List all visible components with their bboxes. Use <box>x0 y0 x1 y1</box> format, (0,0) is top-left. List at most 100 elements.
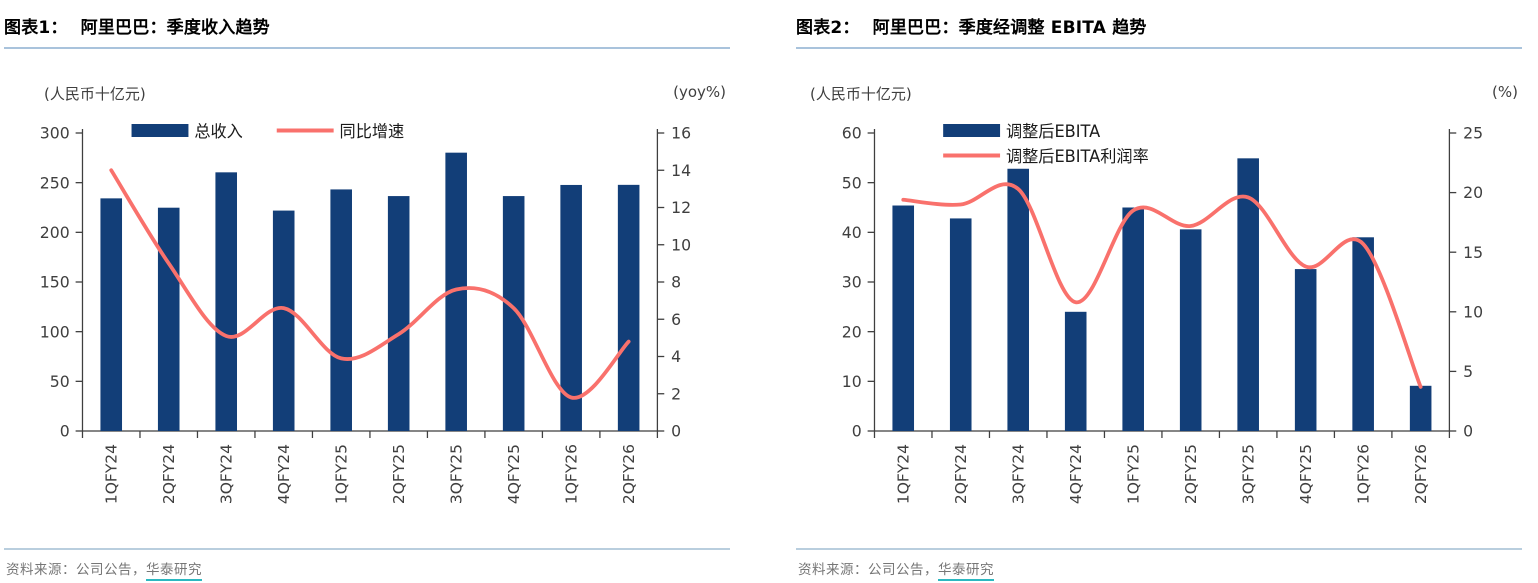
bar <box>1179 229 1202 431</box>
bar <box>502 196 525 431</box>
figure-2-right-axis-unit: (%) <box>1492 83 1518 101</box>
bar <box>330 189 352 431</box>
figure-1-title: 图表1： 阿里巴巴：季度收入趋势 <box>4 8 730 38</box>
x-axis-category-label: 1QFY24 <box>895 444 913 504</box>
left-axis-tick-label: 60 <box>842 123 862 142</box>
right-axis-tick-label: 10 <box>671 235 691 254</box>
revenue-bar-line-chart: 0 50 100 150 200 250 300 0 2 4 6 8 10 12 14 16 1QFY24 2QF… <box>40 122 691 504</box>
figure-1-left-axis-unit: (人民币十亿元) <box>44 85 146 103</box>
bar <box>949 218 972 431</box>
bar <box>1294 269 1317 431</box>
right-axis-tick-label: 8 <box>671 272 681 291</box>
x-axis-category-label: 2QFY24 <box>952 444 970 504</box>
figure-1-source-text: 资料来源：公司公告， <box>6 562 146 578</box>
left-axis-tick-label: 40 <box>842 223 862 242</box>
legend-label: 调整后EBITA利润率 <box>1006 147 1149 166</box>
right-axis-tick-label: 6 <box>671 310 681 329</box>
right-axis-tick-label: 25 <box>1463 123 1483 142</box>
legend-bar-swatch <box>131 124 189 137</box>
right-axis-tick-label: 0 <box>1463 421 1473 440</box>
bar <box>1352 237 1374 431</box>
x-axis-category-label: 3QFY24 <box>1010 444 1028 504</box>
left-axis-tick-label: 150 <box>40 272 70 291</box>
right-axis-tick-label: 2 <box>671 384 681 403</box>
x-axis-category-label: 2QFY26 <box>620 444 638 504</box>
figure-1-right-axis-unit: (yoy%) <box>673 83 726 101</box>
bar <box>617 184 640 431</box>
bar <box>445 152 467 431</box>
figure-2-source-text: 资料来源：公司公告， <box>798 562 938 578</box>
bar <box>1007 168 1030 431</box>
figure-2-left-axis-unit: (人民币十亿元) <box>810 85 912 103</box>
right-axis-tick-label: 20 <box>1463 183 1483 202</box>
right-axis-tick-label: 4 <box>671 347 681 366</box>
bar <box>1122 207 1144 431</box>
bar <box>1409 385 1432 431</box>
right-axis-tick-label: 16 <box>671 123 691 142</box>
x-axis-category-label: 4QFY25 <box>505 444 523 504</box>
figure-1-label: 图表1： <box>4 18 68 38</box>
right-axis-tick-label: 15 <box>1463 243 1483 262</box>
left-axis-tick-label: 0 <box>60 421 70 440</box>
bar <box>1237 158 1259 431</box>
x-axis-category-label: 2QFY26 <box>1412 444 1430 504</box>
figure-1-axis-units: (人民币十亿元) (yoy%) <box>4 83 730 104</box>
figure-2-axis-units: (人民币十亿元) (%) <box>796 83 1522 104</box>
figure-1-title-rule <box>4 47 730 49</box>
left-axis-tick-label: 300 <box>40 123 70 142</box>
bar-series <box>892 158 1432 431</box>
left-axis-tick-label: 200 <box>40 223 70 242</box>
x-axis-category-label: 2QFY25 <box>1182 444 1200 504</box>
x-axis-category-label: 3QFY25 <box>448 444 466 504</box>
figure-2-title: 图表2： 阿里巴巴：季度经调整 EBITA 趋势 <box>796 8 1522 38</box>
figure-2-label: 图表2： <box>796 18 860 38</box>
figure-2-title-rule <box>796 47 1522 49</box>
figure-1-source-line: 资料来源：公司公告，华泰研究 <box>4 550 730 581</box>
axis-labels: 0 10 20 30 40 50 60 0 5 10 15 20 25 <box>842 123 1483 440</box>
bar <box>560 184 582 431</box>
legend-label: 调整后EBITA <box>1006 122 1101 141</box>
figure-2-source-link[interactable]: 华泰研究 <box>938 562 994 581</box>
bar <box>892 205 915 431</box>
x-axis-category-label: 3QFY24 <box>218 444 236 504</box>
x-axis-category-label: 1QFY25 <box>1125 444 1143 504</box>
bar-series <box>100 152 640 431</box>
ebita-bar-line-chart: 0 10 20 30 40 50 60 0 5 10 15 20 25 1QFY24 2QFY24 3QFY2… <box>842 122 1483 504</box>
figure-1-source-link[interactable]: 华泰研究 <box>146 562 202 581</box>
bar <box>100 198 123 431</box>
bar <box>387 196 410 431</box>
figure-1-source-rule <box>4 548 730 550</box>
figure-2-ebita-chart-panel: 图表2： 阿里巴巴：季度经调整 EBITA 趋势 (人民币十亿元) (%) 0 10… <box>796 8 1522 581</box>
figure-2-title-text: 阿里巴巴：季度经调整 EBITA 趋势 <box>872 18 1147 38</box>
axis-labels: 0 50 100 150 200 250 300 0 2 4 6 8 10 12 14 16 <box>40 123 691 440</box>
figure-2-source-rule <box>796 548 1522 550</box>
legend-label: 同比增速 <box>340 122 405 141</box>
figure-2-source-line: 资料来源：公司公告，华泰研究 <box>796 550 1522 581</box>
bar <box>157 207 180 431</box>
x-axis-category-label: 3QFY25 <box>1240 444 1258 504</box>
left-axis-tick-label: 0 <box>852 421 862 440</box>
x-axis-category-label: 1QFY25 <box>333 444 351 504</box>
right-axis-tick-label: 10 <box>1463 302 1483 321</box>
left-axis-tick-label: 100 <box>40 322 70 341</box>
right-axis-tick-label: 5 <box>1463 362 1473 381</box>
left-axis-tick-label: 250 <box>40 173 70 192</box>
left-axis-tick-label: 20 <box>842 322 862 341</box>
bar <box>215 172 238 431</box>
legend-label: 总收入 <box>194 122 243 141</box>
x-axis-category-label: 2QFY24 <box>160 444 178 504</box>
bar <box>272 210 295 431</box>
legend: 总收入 同比增速 <box>131 122 405 141</box>
x-axis-category-label: 4QFY24 <box>275 444 293 504</box>
left-axis-tick-label: 10 <box>842 372 862 391</box>
x-axis-category-label: 2QFY25 <box>390 444 408 504</box>
x-axis-category-label: 1QFY24 <box>103 444 121 504</box>
left-axis-tick-label: 30 <box>842 272 862 291</box>
left-axis-tick-label: 50 <box>50 372 70 391</box>
right-axis-tick-label: 12 <box>671 198 691 217</box>
x-axis-category-label: 1QFY26 <box>563 444 581 504</box>
bar <box>1064 311 1087 431</box>
left-axis-tick-label: 50 <box>842 173 862 192</box>
trend-line <box>901 182 1423 389</box>
